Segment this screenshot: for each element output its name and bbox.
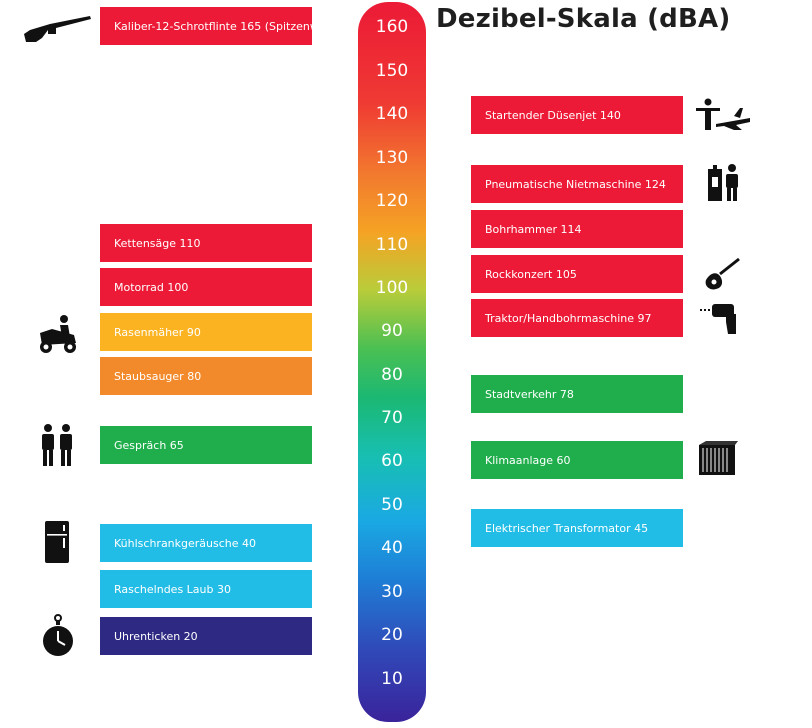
fridge-icon: [44, 520, 70, 564]
drill-icon: [698, 300, 740, 336]
scale-tick: 120: [375, 191, 409, 211]
shotgun-icon: [22, 12, 92, 44]
noise-bar-tractor-drill: Traktor/Handbohrmaschine 97: [471, 299, 683, 337]
scale-tick: 20: [381, 625, 403, 645]
noise-bar-conversation: Gespräch 65: [100, 426, 312, 464]
noise-bar-jackhammer: Bohrhammer 114: [471, 210, 683, 248]
scale-tick: 90: [381, 321, 403, 341]
decibel-gradient-scale: 160 150 140 130 120 110 100 90 80 70 60 …: [358, 2, 426, 722]
scale-tick: 100: [375, 278, 409, 298]
scale-tick: 50: [381, 495, 403, 515]
noise-bar-transformer: Elektrischer Transformator 45: [471, 509, 683, 547]
lawnmower-icon: [34, 313, 80, 355]
noise-bar-riveter: Pneumatische Nietmaschine 124: [471, 165, 683, 203]
scale-tick: 140: [375, 104, 409, 124]
scale-tick: 40: [381, 538, 403, 558]
noise-bar-clock: Uhrenticken 20: [100, 617, 312, 655]
scale-tick: 160: [375, 17, 409, 37]
page-title: Dezibel-Skala (dBA): [436, 4, 731, 34]
rivet-worker-icon: [706, 163, 742, 203]
jet-icon: [694, 98, 752, 132]
scale-tick: 30: [381, 582, 403, 602]
guitar-icon: [702, 256, 742, 292]
scale-tick: 150: [375, 61, 409, 81]
noise-bar-air-conditioner: Klimaanlage 60: [471, 441, 683, 479]
scale-tick: 110: [375, 235, 409, 255]
scale-tick: 10: [381, 669, 403, 689]
noise-bar-rock-concert: Rockkonzert 105: [471, 255, 683, 293]
noise-bar-motorcycle: Motorrad 100: [100, 268, 312, 306]
scale-tick: 70: [381, 408, 403, 428]
scale-tick: 80: [381, 365, 403, 385]
noise-bar-lawnmower: Rasenmäher 90: [100, 313, 312, 351]
scale-tick: 60: [381, 451, 403, 471]
noise-bar-city-traffic: Stadtverkehr 78: [471, 375, 683, 413]
noise-bar-vacuum: Staubsauger 80: [100, 357, 312, 395]
noise-bar-leaves: Raschelndes Laub 30: [100, 570, 312, 608]
noise-bar-chainsaw: Kettensäge 110: [100, 224, 312, 262]
noise-bar-shotgun: Kaliber-12-Schrotflinte 165 (Spitzenwert…: [100, 7, 339, 45]
noise-bar-fridge: Kühlschrankgeräusche 40: [100, 524, 312, 562]
noise-bar-jet: Startender Düsenjet 140: [471, 96, 683, 134]
people-icon: [40, 424, 74, 468]
stopwatch-icon: [42, 614, 74, 658]
scale-tick: 130: [375, 148, 409, 168]
air-conditioner-icon: [698, 441, 738, 477]
